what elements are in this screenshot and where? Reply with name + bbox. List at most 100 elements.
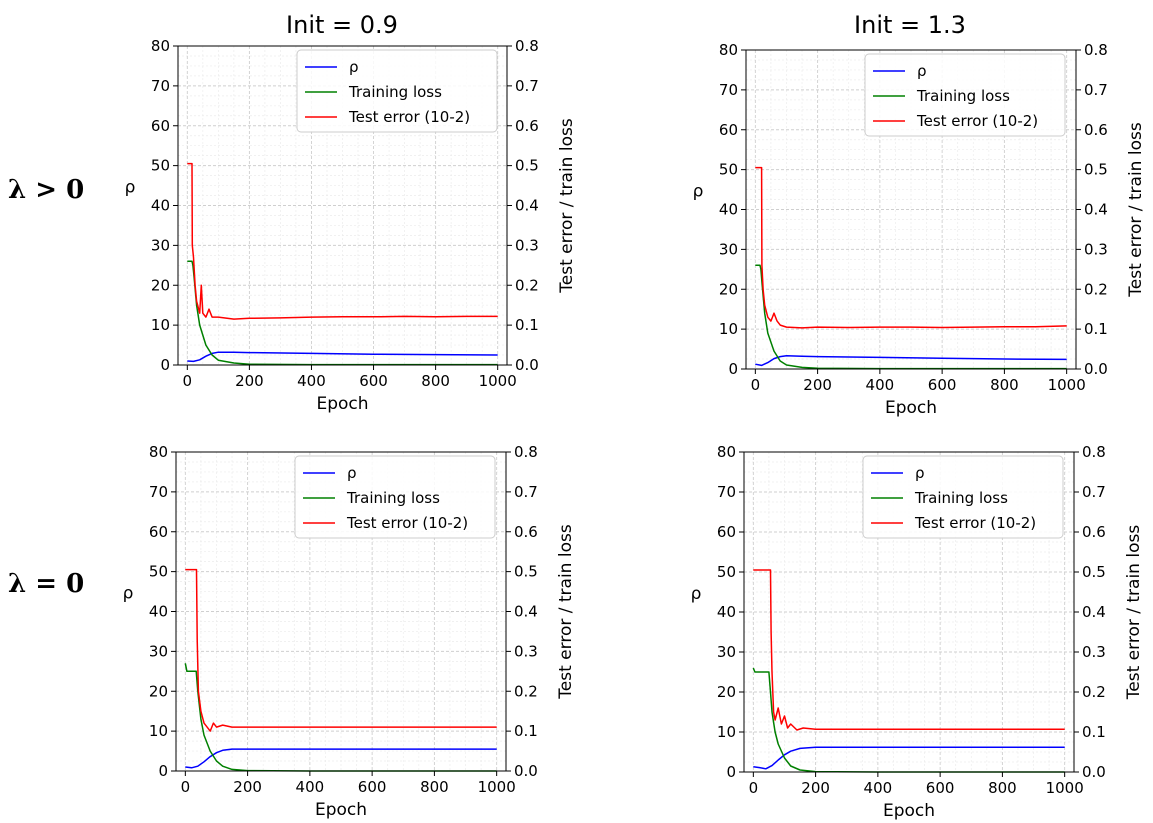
y-left-tick-label: 10	[151, 316, 170, 334]
y-right-tick-label: 0.8	[515, 37, 539, 55]
y-left-tick-label: 40	[717, 603, 736, 621]
column-title-init-0.9: Init = 0.9	[286, 11, 398, 39]
y-right-tick-label: 0.5	[1082, 563, 1106, 581]
y-right-tick-label: 0.3	[515, 236, 539, 254]
y-right-tick-label: 0.7	[1084, 81, 1108, 99]
x-tick-label: 0	[749, 779, 759, 797]
y-right-tick-label: 0.2	[514, 682, 538, 700]
y-right-tick-label: 0.4	[515, 197, 539, 215]
y-right-axis-label: Test error / train loss	[1124, 525, 1144, 701]
y-right-tick-label: 0.2	[1084, 280, 1108, 298]
legend-entry-1: ρ	[349, 58, 359, 76]
x-tick-label: 600	[358, 778, 387, 796]
y-left-tick-label: 80	[149, 443, 168, 461]
x-tick-label: 800	[421, 372, 450, 390]
legend: ρ Training loss Test error (10-2)	[294, 455, 496, 539]
series-line-3	[753, 569, 1065, 731]
y-right-axis-label: Test error / train loss	[1126, 122, 1146, 298]
y-left-tick-label: 20	[717, 683, 736, 701]
x-tick-label: 600	[359, 372, 388, 390]
legend-entry-2: Training loss	[346, 489, 440, 507]
y-right-tick-label: 0.8	[1084, 41, 1108, 59]
column-title-init-1.3: Init = 1.3	[854, 11, 966, 39]
legend-box	[864, 53, 1066, 137]
y-right-tick-label: 0.1	[515, 316, 539, 334]
y-left-tick-label: 70	[719, 81, 738, 99]
y-left-tick-label: 80	[717, 443, 736, 461]
row-label-lambda-positive: λ > 0	[8, 175, 84, 205]
y-left-tick-label: 40	[149, 603, 168, 621]
row-label-lambda-zero: λ = 0	[8, 569, 84, 599]
legend-entry-2: Training loss	[348, 83, 442, 101]
y-right-tick-label: 0.4	[514, 603, 538, 621]
y-right-axis-label: Test error / train loss	[557, 118, 577, 294]
x-tick-label: 200	[235, 372, 264, 390]
x-axis-label: Epoch	[315, 800, 367, 820]
y-left-tick-label: 70	[717, 483, 736, 501]
y-left-tick-label: 10	[717, 723, 736, 741]
legend: ρ Training loss Test error (10-2)	[862, 455, 1064, 539]
y-left-tick-label: 20	[151, 276, 170, 294]
y-left-axis-label: ρ	[691, 584, 702, 604]
x-tick-label: 0	[181, 778, 191, 796]
y-right-tick-label: 0.6	[514, 523, 538, 541]
legend-entry-3: Test error (10-2)	[916, 112, 1038, 130]
x-tick-label: 1000	[1046, 779, 1084, 797]
series-line-2	[755, 264, 1067, 370]
legend: ρ Training loss Test error (10-2)	[864, 53, 1066, 137]
y-right-tick-label: 0.8	[514, 443, 538, 461]
x-tick-label: 0	[183, 372, 193, 390]
y-left-tick-label: 30	[151, 236, 170, 254]
y-left-axis-label: ρ	[125, 178, 136, 198]
y-right-tick-label: 0.2	[515, 276, 539, 294]
y-left-tick-label: 60	[719, 121, 738, 139]
series-line-1	[187, 351, 498, 363]
legend: ρ Training loss Test error (10-2)	[296, 49, 498, 133]
x-tick-label: 400	[297, 372, 326, 390]
x-axis-label: Epoch	[316, 394, 368, 414]
y-left-tick-label: 40	[719, 201, 738, 219]
y-right-tick-label: 0.6	[515, 117, 539, 135]
y-left-tick-label: 0	[158, 762, 168, 780]
x-tick-label: 200	[233, 778, 262, 796]
y-right-tick-label: 0.0	[514, 762, 538, 780]
x-tick-label: 1000	[1048, 376, 1086, 394]
legend-entry-1: ρ	[917, 62, 927, 80]
series-line-1	[755, 355, 1067, 367]
x-axis-label: Epoch	[883, 801, 935, 821]
y-right-tick-label: 0.1	[1084, 320, 1108, 338]
panels: 0 200 400 600 800 1000010203040506070800.00.1…	[123, 37, 1146, 821]
y-left-tick-label: 70	[149, 483, 168, 501]
x-tick-label: 800	[988, 779, 1017, 797]
legend-entry-1: ρ	[347, 464, 357, 482]
x-tick-label: 600	[928, 376, 957, 394]
y-right-tick-label: 0.4	[1082, 603, 1106, 621]
y-right-tick-label: 0.5	[514, 563, 538, 581]
y-left-tick-label: 40	[151, 197, 170, 215]
y-right-tick-label: 0.2	[1082, 683, 1106, 701]
x-tick-label: 600	[926, 779, 955, 797]
series-line-1	[753, 746, 1065, 770]
legend-box	[862, 455, 1064, 539]
legend-entry-2: Training loss	[916, 87, 1010, 105]
y-left-tick-label: 80	[719, 41, 738, 59]
series-line-3	[185, 568, 497, 732]
y-right-tick-label: 0.1	[1082, 723, 1106, 741]
chart-panel-2: 0 200 400 600 800 1000 0 10 20 30 40 50 60 70 80 0.0 0.1…	[693, 41, 1146, 418]
y-left-tick-label: 30	[719, 240, 738, 258]
y-left-tick-label: 20	[719, 280, 738, 298]
y-right-tick-label: 0.3	[1082, 643, 1106, 661]
series-line-3	[187, 162, 498, 320]
y-left-tick-label: 10	[149, 722, 168, 740]
y-left-tick-label: 50	[151, 157, 170, 175]
x-axis-label: Epoch	[885, 398, 937, 418]
y-right-tick-label: 0.8	[1082, 443, 1106, 461]
y-right-axis-label: Test error / train loss	[556, 524, 576, 700]
x-tick-label: 400	[296, 778, 325, 796]
legend-entry-3: Test error (10-2)	[914, 514, 1036, 532]
chart-panel-4: 0 200 400 600 800 1000 0 10 20 30 40 50 60 70 80 0.0 0.1…	[691, 443, 1144, 821]
y-right-tick-label: 0.7	[514, 483, 538, 501]
legend-entry-2: Training loss	[914, 489, 1008, 507]
x-tick-label: 200	[803, 376, 832, 394]
